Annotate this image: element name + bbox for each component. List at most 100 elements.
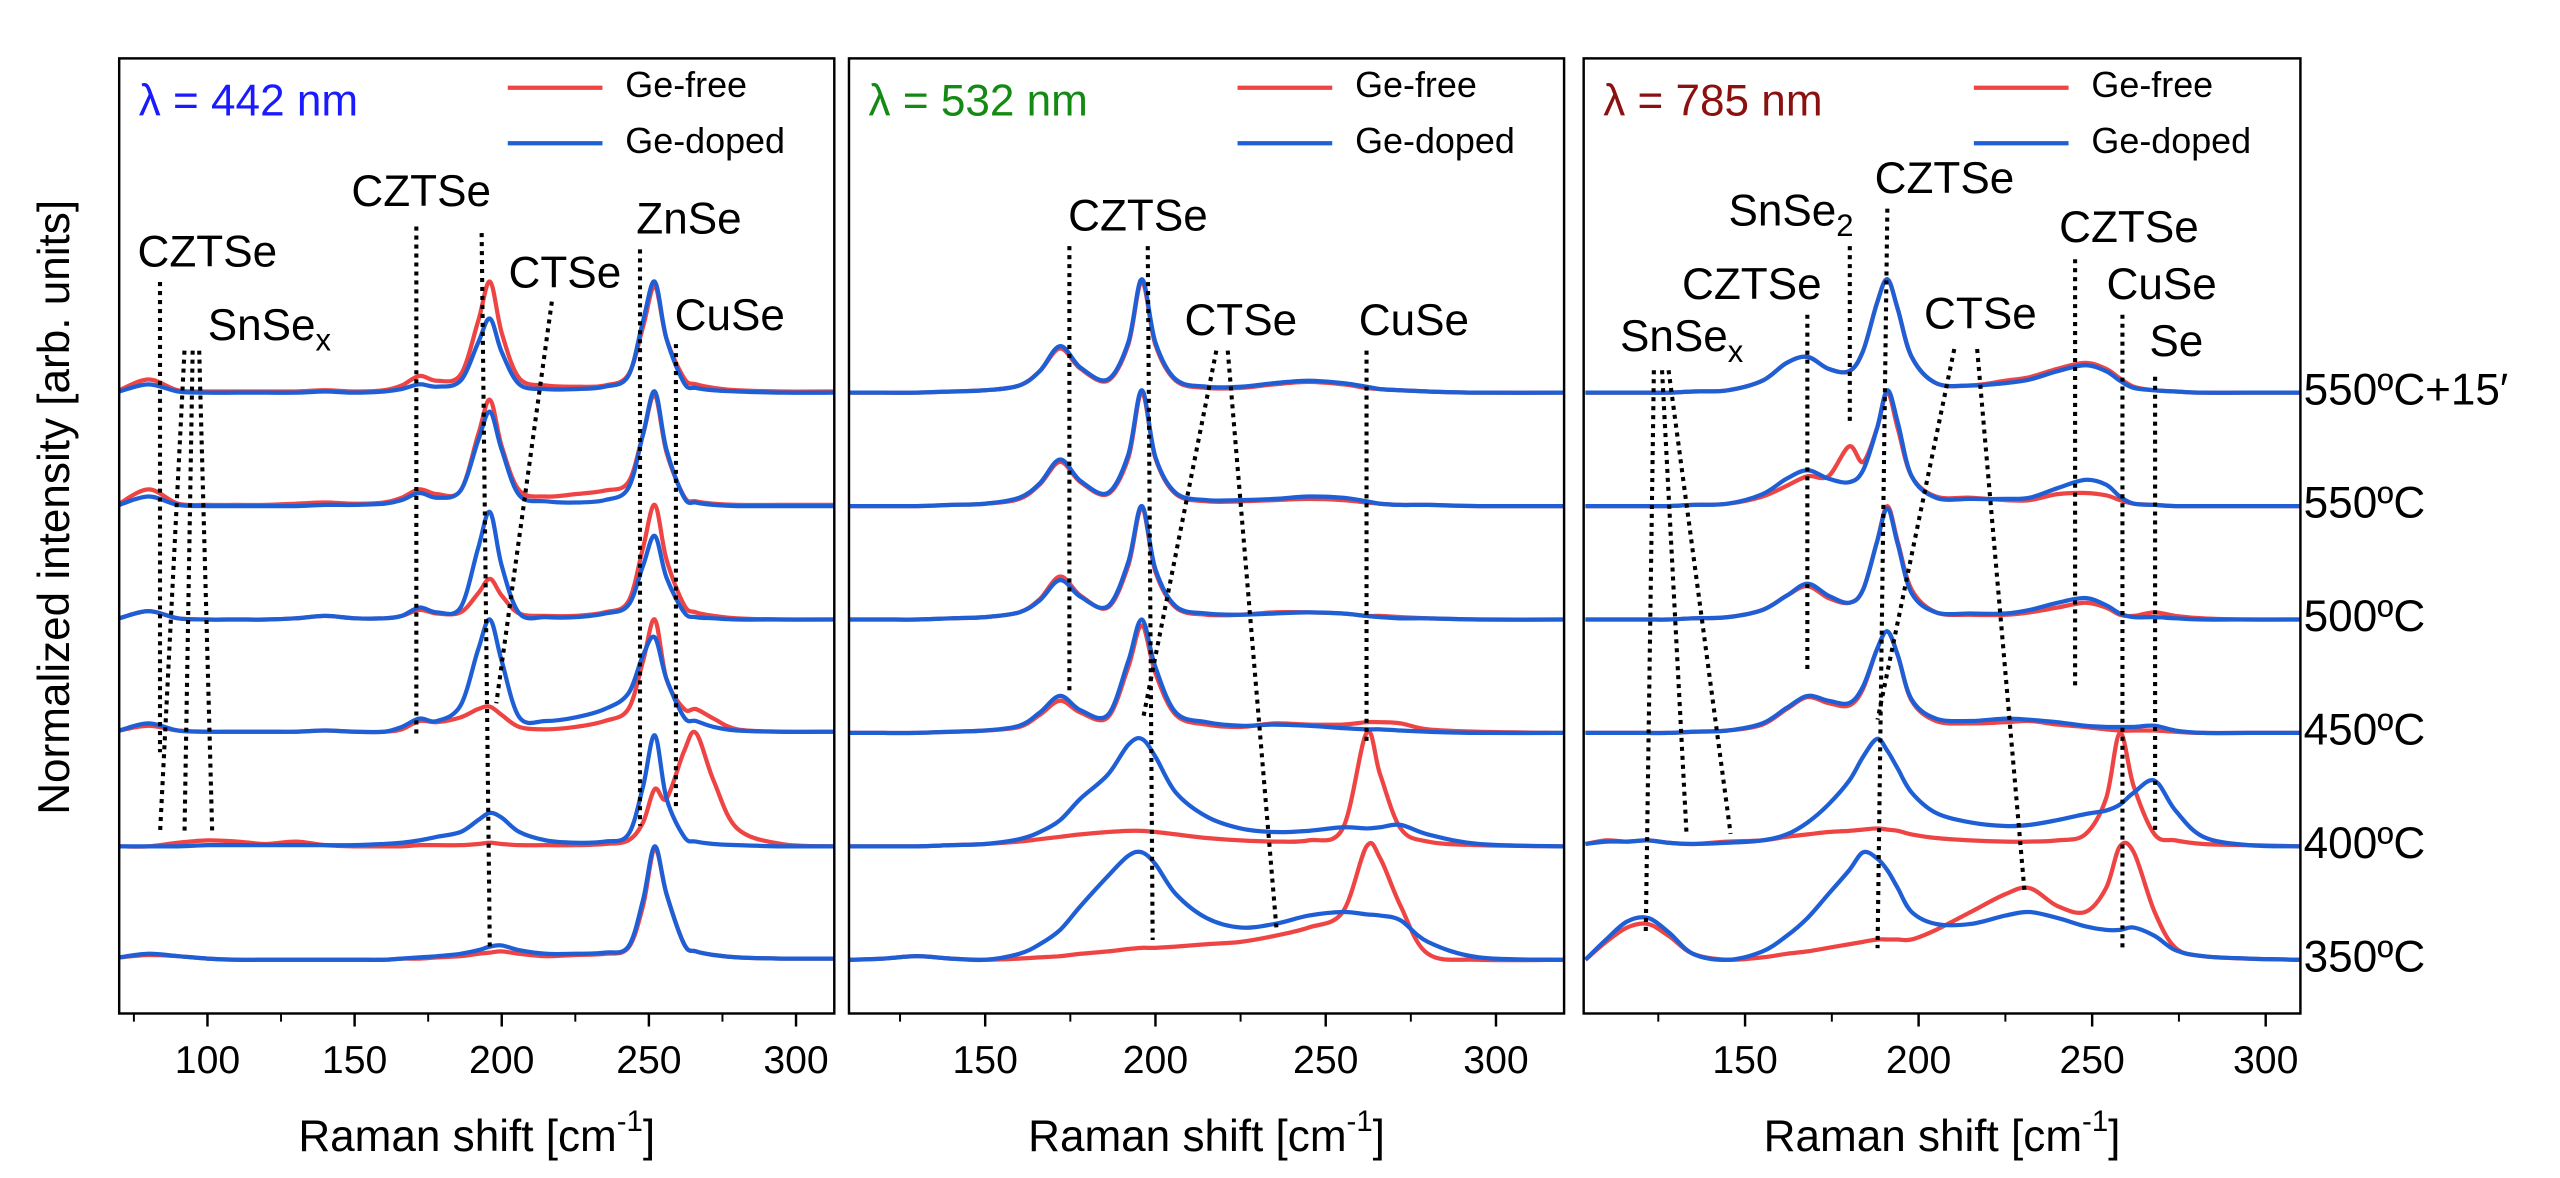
x-axis-label-text: Raman shift [cm bbox=[1764, 1112, 2082, 1161]
annotation-text: CuSe bbox=[1359, 296, 1469, 345]
annotation-text: ZnSe bbox=[636, 194, 741, 243]
x-tick-label: 300 bbox=[763, 1039, 828, 1082]
annotation-text: CZTSe bbox=[351, 167, 491, 216]
x-tick-label: 200 bbox=[1123, 1039, 1188, 1082]
annotation-text: CZTSe bbox=[2059, 202, 2199, 251]
spectrum-line bbox=[848, 849, 1565, 963]
spectrum-line bbox=[119, 617, 835, 735]
annotation-text: CZTSe bbox=[1682, 260, 1822, 309]
annotation-label: CZTSe bbox=[1068, 191, 1208, 240]
panel-title: λ = 532 nm bbox=[869, 77, 1088, 126]
annotation-text: CTSe bbox=[509, 248, 622, 297]
spectrum-line bbox=[848, 390, 1565, 509]
spectrum-line bbox=[119, 846, 835, 962]
axes-frame bbox=[847, 57, 1566, 1015]
spectrum-line bbox=[119, 509, 835, 622]
spectrum-line bbox=[848, 729, 1565, 849]
annotation-subscript: x bbox=[316, 323, 332, 358]
x-tick-label: 150 bbox=[322, 1039, 387, 1082]
spectrum-line bbox=[848, 506, 1565, 622]
annotation-label: CuSe bbox=[675, 291, 785, 340]
row-label: 350ºC bbox=[2304, 932, 2425, 981]
plot-area bbox=[1583, 277, 2301, 962]
annotation-text: CZTSe bbox=[1875, 153, 2015, 202]
spectrum-line bbox=[1585, 388, 2301, 509]
annotation-text: Se bbox=[2149, 317, 2203, 366]
spectrum-line bbox=[848, 840, 1565, 963]
x-axis-label-superscript: -1 bbox=[1347, 1105, 1373, 1138]
annotation-text: CZTSe bbox=[138, 227, 278, 276]
annotation-label: Se bbox=[2149, 317, 2203, 366]
x-tick-label: 300 bbox=[1463, 1039, 1528, 1082]
annotation-text: CTSe bbox=[1184, 296, 1297, 345]
axes-frame bbox=[117, 57, 836, 1015]
annotation-text: SnSe bbox=[1620, 312, 1728, 361]
x-tick-label: 200 bbox=[469, 1039, 534, 1082]
annotation-label: CuSe bbox=[2107, 260, 2217, 309]
row-label: 550ºC+15′ bbox=[2304, 365, 2509, 414]
x-tick-label: 200 bbox=[1886, 1039, 1951, 1082]
spectrum-line bbox=[848, 617, 1565, 736]
annotation-guide bbox=[1643, 370, 1656, 936]
annotation-guide bbox=[1875, 348, 1957, 721]
annotation-label: CZTSe bbox=[1682, 260, 1822, 309]
spectrum-line bbox=[119, 279, 835, 395]
legend-label: Ge-doped bbox=[2091, 120, 2251, 161]
annotation-guide bbox=[1145, 246, 1155, 941]
legend-label: Ge-free bbox=[625, 64, 747, 105]
plot-area bbox=[848, 277, 1565, 963]
annotation-text: CuSe bbox=[675, 291, 785, 340]
annotation-subscript: x bbox=[1728, 334, 1744, 369]
annotation-guide bbox=[197, 350, 215, 834]
spectrum-line bbox=[1585, 503, 2301, 622]
spectrum-line bbox=[848, 736, 1565, 849]
legend-label: Ge-doped bbox=[1355, 120, 1515, 161]
legend-label: Ge-doped bbox=[625, 120, 785, 161]
axes-frame bbox=[1582, 57, 2302, 1015]
x-axis-label: Raman shift [cm-1] bbox=[1764, 1105, 2121, 1161]
spectrum-line bbox=[1585, 506, 2301, 622]
row-label: 500ºC bbox=[2304, 592, 2425, 641]
row-label: 450ºC bbox=[2304, 706, 2425, 755]
x-axis-label-suffix: ] bbox=[1373, 1112, 1385, 1161]
annotation-text: CuSe bbox=[2107, 260, 2217, 309]
annotation-guide bbox=[1225, 350, 1279, 933]
spectrum-line bbox=[848, 277, 1565, 395]
annotation-label: SnSex bbox=[208, 300, 332, 357]
annotation-text: CTSe bbox=[1924, 289, 2037, 338]
spectrum-line bbox=[119, 389, 835, 509]
annotation-guide bbox=[182, 350, 195, 834]
x-tick-label: 100 bbox=[175, 1039, 240, 1082]
spectrum-line bbox=[1585, 629, 2301, 736]
x-tick-label: 250 bbox=[1293, 1039, 1358, 1082]
panel-title: λ = 442 nm bbox=[139, 77, 358, 126]
annotation-guide bbox=[479, 233, 492, 949]
annotation-label: SnSex bbox=[1620, 312, 1744, 369]
annotation-text: SnSe bbox=[208, 300, 316, 349]
x-tick-label: 250 bbox=[2059, 1039, 2124, 1082]
spectrum-line bbox=[119, 844, 835, 962]
x-axis-label-text: Raman shift [cm bbox=[298, 1112, 616, 1161]
legend-label: Ge-free bbox=[1355, 64, 1477, 105]
row-label: 550ºC bbox=[2304, 479, 2425, 528]
annotation-subscript: 2 bbox=[1836, 208, 1853, 243]
annotation-label: CTSe bbox=[1924, 289, 2037, 338]
x-axis-label: Raman shift [cm-1] bbox=[298, 1105, 655, 1161]
panel-title: λ = 785 nm bbox=[1603, 77, 1822, 126]
spectrum-line bbox=[1585, 736, 2301, 849]
annotation-guide bbox=[1660, 370, 1689, 835]
annotation-guide bbox=[157, 350, 187, 835]
annotation-label: CuSe bbox=[1359, 296, 1469, 345]
annotation-guide bbox=[1666, 369, 1733, 835]
x-tick-label: 250 bbox=[616, 1039, 681, 1082]
x-axis-label-suffix: ] bbox=[2108, 1112, 2120, 1161]
x-axis-label-text: Raman shift [cm bbox=[1028, 1112, 1346, 1161]
spectrum-line bbox=[119, 729, 835, 849]
x-tick-label: 150 bbox=[953, 1039, 1018, 1082]
spectrum-line bbox=[1583, 849, 2301, 962]
x-axis-label-suffix: ] bbox=[643, 1112, 655, 1161]
annotation-text: SnSe bbox=[1728, 186, 1836, 235]
y-axis-label: Normalized intensity [arb. units] bbox=[30, 200, 79, 815]
plot-area bbox=[119, 279, 835, 962]
